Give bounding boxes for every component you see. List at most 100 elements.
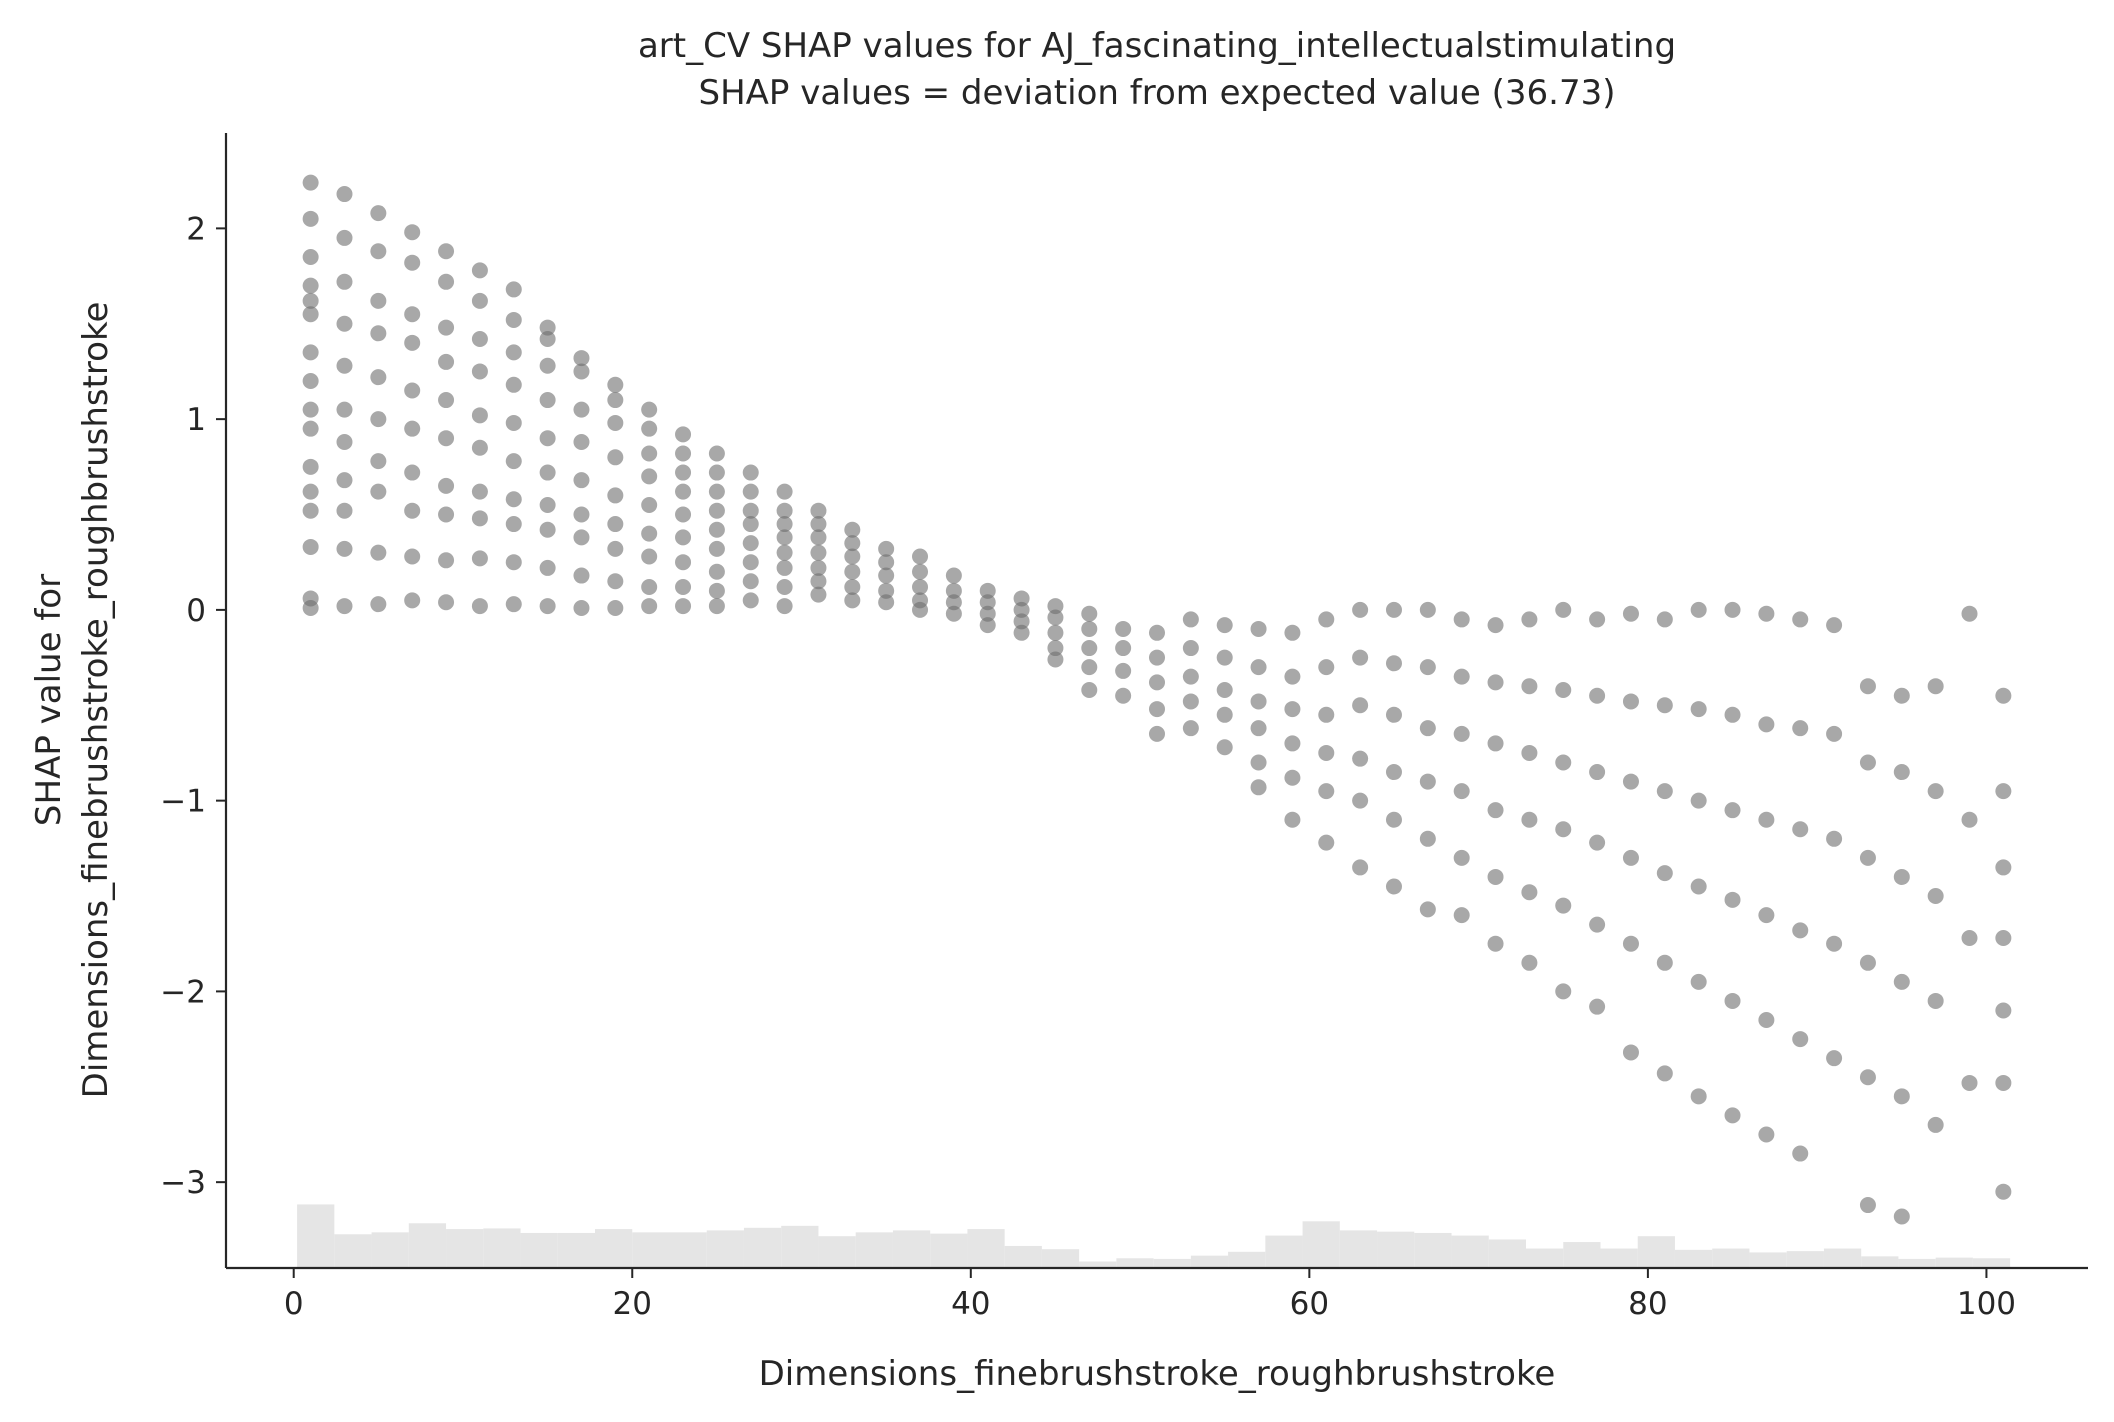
chart-subtitle: SHAP values = deviation from expected va…: [699, 73, 1616, 113]
scatter-point: [708, 540, 725, 557]
scatter-point: [1385, 764, 1402, 781]
scatter-point: [1589, 764, 1606, 781]
scatter-point: [708, 483, 725, 500]
scatter-point: [912, 579, 929, 595]
scatter-point: [1792, 821, 1809, 838]
x-tick-label: 80: [1628, 1286, 1667, 1322]
scatter-point: [607, 449, 624, 466]
scatter-point: [844, 521, 861, 538]
scatter-point: [302, 401, 319, 418]
scatter-point: [573, 506, 590, 523]
scatter-point: [878, 540, 895, 557]
scatter-point: [1656, 1065, 1673, 1082]
scatter-point: [979, 582, 996, 599]
scatter-point: [336, 273, 353, 290]
scatter-point: [1758, 605, 1775, 622]
scatter-point: [641, 401, 658, 418]
y-tick-label: 0: [186, 593, 206, 629]
scatter-point: [1893, 1208, 1910, 1225]
scatter-point: [878, 567, 895, 584]
histogram-bar: [706, 1230, 744, 1268]
scatter-point: [1453, 907, 1470, 924]
scatter-point: [370, 411, 387, 428]
scatter-point: [607, 414, 624, 431]
scatter-point: [1284, 624, 1301, 641]
scatter-point: [1250, 620, 1267, 637]
scatter-point: [573, 363, 590, 380]
scatter-point: [878, 554, 895, 571]
scatter-point: [776, 559, 793, 576]
scatter-point: [1352, 697, 1369, 714]
scatter-point: [471, 407, 488, 424]
scatter-point: [1013, 624, 1030, 641]
scatter-point: [302, 210, 319, 227]
scatter-point: [1419, 601, 1436, 618]
scatter-point: [776, 502, 793, 519]
scatter-point: [1656, 611, 1673, 628]
scatter-point: [1419, 659, 1436, 676]
scatter-point: [675, 426, 692, 443]
scatter-point: [1893, 868, 1910, 885]
scatter-point: [302, 174, 319, 191]
scatter-point: [1081, 620, 1098, 637]
scatter-point: [573, 529, 590, 546]
scatter-point: [370, 205, 387, 222]
scatter-point: [641, 445, 658, 462]
scatter-point: [1656, 865, 1673, 882]
scatter-point: [370, 544, 387, 561]
scatter-point: [505, 596, 522, 613]
scatter-point: [438, 273, 455, 290]
histogram-bar: [334, 1234, 372, 1268]
scatter-point: [336, 472, 353, 489]
scatter-point: [1419, 830, 1436, 847]
scatter-point: [471, 483, 488, 500]
scatter-point: [742, 573, 759, 590]
histogram-bar: [297, 1204, 335, 1268]
scatter-point: [404, 224, 421, 241]
scatter-point: [675, 506, 692, 523]
scatter-point: [1622, 605, 1639, 622]
scatter-point: [844, 592, 861, 609]
histogram-bar: [892, 1230, 931, 1268]
scatter-point: [844, 579, 861, 595]
scatter-point: [1081, 682, 1098, 699]
scatter-point: [1521, 611, 1538, 628]
scatter-point: [1318, 706, 1335, 723]
scatter-point: [1284, 701, 1301, 718]
scatter-point: [742, 516, 759, 533]
scatter-point: [776, 483, 793, 500]
scatter-point: [641, 579, 658, 595]
scatter-point: [1859, 849, 1876, 866]
scatter-point: [810, 502, 827, 519]
scatter-point: [1081, 659, 1098, 676]
scatter-point: [1758, 1012, 1775, 1029]
scatter-point: [1927, 783, 1944, 800]
scatter-point: [505, 554, 522, 571]
scatter-point: [1555, 601, 1572, 618]
scatter-point: [1453, 849, 1470, 866]
scatter-point: [505, 311, 522, 328]
scatter-point: [505, 516, 522, 533]
scatter-point: [539, 331, 556, 348]
scatter-point: [404, 334, 421, 351]
scatter-point: [675, 464, 692, 481]
scatter-point: [1149, 649, 1165, 666]
histogram-bar: [1600, 1248, 1638, 1268]
scatter-point: [1453, 668, 1470, 685]
scatter-point: [471, 292, 488, 309]
histogram-bar: [632, 1232, 670, 1268]
scatter-point: [1385, 601, 1402, 618]
scatter-point: [1758, 1126, 1775, 1143]
histogram-bar: [1004, 1245, 1042, 1268]
scatter-point: [776, 516, 793, 533]
histogram-bar: [781, 1225, 819, 1268]
scatter-point: [1792, 922, 1809, 939]
scatter-point: [1589, 834, 1606, 851]
scatter-point: [1995, 1002, 2012, 1019]
scatter-point: [708, 502, 725, 519]
scatter-point: [945, 605, 962, 622]
scatter-point: [1521, 954, 1538, 971]
scatter-point: [370, 369, 387, 386]
histogram-bar: [1414, 1232, 1452, 1268]
